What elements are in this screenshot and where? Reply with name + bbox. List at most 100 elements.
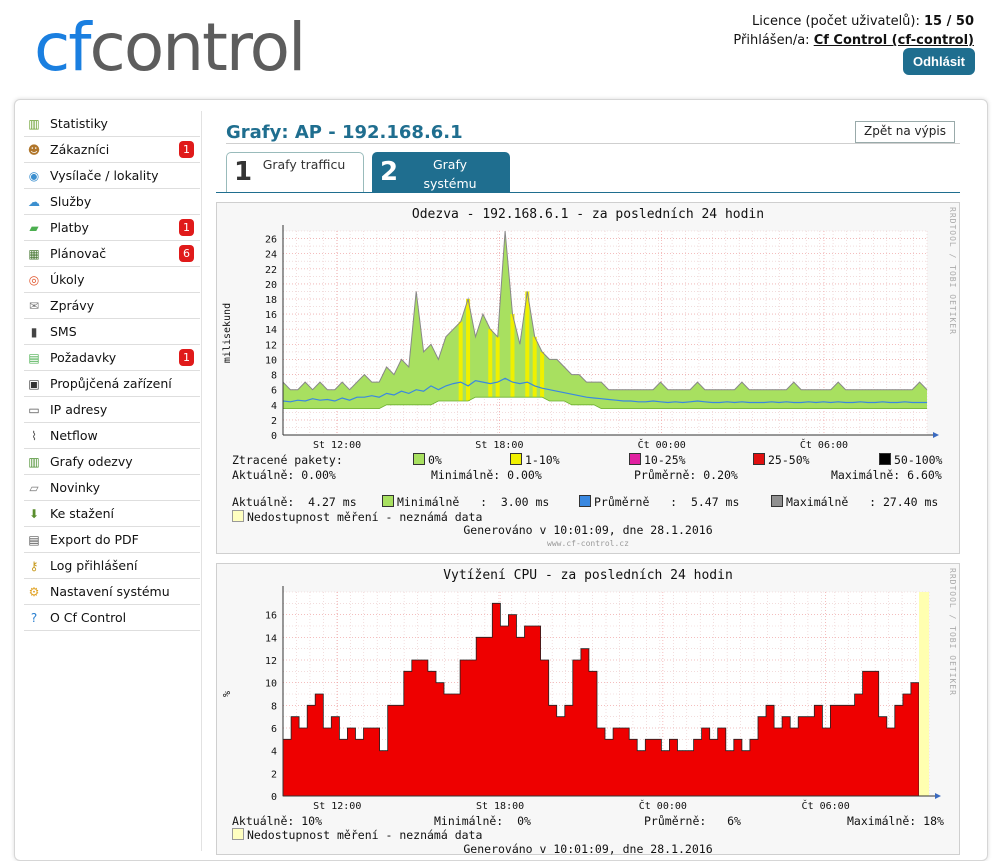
logged-user-link[interactable]: Cf Control (cf-control) <box>813 33 974 48</box>
loss-legend-4: 50-100% <box>879 453 942 467</box>
loss-avg: Průměrně: 0.20% <box>634 468 738 482</box>
packet-loss-mark <box>458 321 463 401</box>
sidebar-item-log-přihlášení[interactable]: ⚷ Log přihlášení <box>24 553 200 579</box>
tab-system-graphs[interactable]: 2 Grafy systému <box>372 152 510 193</box>
packet-loss-mark <box>540 351 545 398</box>
cpu-unknown-legend: Nedostupnost měření - neznámá data <box>232 828 482 842</box>
sidebar-item-label: Požadavky <box>50 350 117 365</box>
latency-max: Maximálně : 27.40 ms <box>771 495 938 509</box>
sidebar-item-o-cf-control[interactable]: ? O Cf Control <box>24 605 200 631</box>
tab-traffic-graphs[interactable]: 1 Grafy trafficu <box>226 152 364 193</box>
latency-graph: Odezva - 192.168.6.1 - za posledních 24 … <box>216 202 960 554</box>
sidebar-item-plánovač[interactable]: ▦ Plánovač 6 <box>24 241 200 267</box>
sidebar-item-požadavky[interactable]: ▤ Požadavky 1 <box>24 345 200 371</box>
y-axis-label: milisekund <box>222 303 233 363</box>
latency-current: Aktuálně: 4.27 ms <box>232 495 357 509</box>
antenna-icon: ◉ <box>28 168 40 183</box>
users-icon: ☻ <box>27 142 41 157</box>
tab-label: Grafy systému <box>423 157 477 191</box>
sidebar-item-služby[interactable]: ☁ Služby <box>24 189 200 215</box>
sidebar-item-label: Propůjčená zařízení <box>50 376 172 391</box>
loss-legend-0: 0% <box>413 453 442 467</box>
tab-number: 1 <box>234 157 253 187</box>
notification-badge: 6 <box>179 245 194 262</box>
sidebar-item-propůjčená-zařízení[interactable]: ▣ Propůjčená zařízení <box>24 371 200 397</box>
sidebar-item-úkoly[interactable]: ◎ Úkoly <box>24 267 200 293</box>
sidebar-item-label: Úkoly <box>50 272 85 287</box>
sidebar-item-ip-adresy[interactable]: ▭ IP adresy <box>24 397 200 423</box>
watermark: www.cf-control.cz <box>547 539 629 548</box>
ip-card-icon: ▭ <box>28 402 40 417</box>
x-tick-label: Čt 00:00 <box>639 799 687 812</box>
notification-badge: 1 <box>179 349 194 366</box>
sidebar-item-label: Netflow <box>50 428 98 443</box>
cpu-graph-title: Vytížení CPU - za posledních 24 hodin <box>443 568 733 583</box>
key-icon: ⚷ <box>29 558 39 573</box>
x-axis-arrow <box>933 432 939 438</box>
cloud-icon: ☁ <box>28 194 40 209</box>
sidebar-item-label: SMS <box>50 324 77 339</box>
loss-legend-3: 25-50% <box>753 453 810 467</box>
y-tick-label: 12 <box>265 340 277 351</box>
sidebar-item-label: Platby <box>50 220 89 235</box>
back-to-list-button[interactable]: Zpět na výpis <box>855 121 955 143</box>
latency-graph-title: Odezva - 192.168.6.1 - za posledních 24 … <box>411 207 765 222</box>
generated-timestamp: Generováno v 10:01:09, dne 28.1.2016 <box>463 523 713 537</box>
y-tick-label: 8 <box>271 701 277 712</box>
cpu-min: Minimálně: 0% <box>434 814 531 828</box>
sidebar-item-label: Grafy odezvy <box>50 454 133 469</box>
bar-chart-icon: ▥ <box>28 116 40 131</box>
packet-loss-mark <box>532 336 537 398</box>
legend-swatch <box>413 453 425 465</box>
packet-loss-mark <box>466 299 471 401</box>
sidebar-item-statistiky[interactable]: ▥ Statistiky <box>24 111 200 137</box>
x-tick-label: St 18:00 <box>476 801 524 812</box>
y-tick-label: 26 <box>265 235 277 246</box>
pdf-icon: ▤ <box>28 532 40 547</box>
envelope-icon: ✉ <box>28 298 40 313</box>
sidebar-item-zprávy[interactable]: ✉ Zprávy <box>24 293 200 319</box>
y-axis-label: % <box>222 691 233 697</box>
y-tick-label: 10 <box>265 355 277 366</box>
packet-loss-mark <box>488 329 493 398</box>
sidebar-item-export-do-pdf[interactable]: ▤ Export do PDF <box>24 527 200 553</box>
logo-cf-text: cf <box>34 9 92 86</box>
x-tick-label: St 18:00 <box>475 440 523 451</box>
sidebar-item-nastavení-systému[interactable]: ⚙ Nastavení systému <box>24 579 200 605</box>
y-tick-label: 6 <box>271 386 277 397</box>
y-tick-label: 16 <box>265 310 277 321</box>
y-tick-label: 0 <box>271 792 277 803</box>
y-tick-label: 2 <box>271 416 277 427</box>
packet-loss-mark <box>510 314 515 398</box>
latency-avg-line <box>282 377 927 404</box>
latency-max-line <box>282 230 928 391</box>
title-divider <box>226 143 960 144</box>
license-value: 15 / 50 <box>924 14 974 29</box>
sidebar-item-label: Zákazníci <box>50 142 110 157</box>
unknown-data-legend: Nedostupnost měření - neznámá data <box>232 510 482 524</box>
sidebar-item-label: Nastavení systému <box>50 584 170 599</box>
packet-loss-label: Ztracené pakety: <box>232 453 343 467</box>
tab-label: Grafy trafficu <box>262 157 346 172</box>
sidebar-item-label: Zprávy <box>50 298 95 313</box>
sidebar-item-ke-stažení[interactable]: ⬇ Ke stažení <box>24 501 200 527</box>
cf-control-logo[interactable]: cfcontrol <box>34 8 306 88</box>
y-tick-label: 14 <box>265 633 277 644</box>
tab-number: 2 <box>380 157 399 187</box>
unknown-data-area <box>919 592 929 796</box>
page-title: Grafy: AP - 192.168.6.1 <box>226 122 463 143</box>
sidebar-item-novinky[interactable]: ▱ Novinky <box>24 475 200 501</box>
sidebar-item-grafy-odezvy[interactable]: ▥ Grafy odezvy <box>24 449 200 475</box>
sidebar-item-sms[interactable]: ▮ SMS <box>24 319 200 345</box>
sidebar-item-netflow[interactable]: ⌇ Netflow <box>24 423 200 449</box>
y-tick-label: 10 <box>265 679 277 690</box>
sidebar-item-platby[interactable]: ▰ Platby 1 <box>24 215 200 241</box>
logout-button[interactable]: Odhlásit <box>902 48 975 75</box>
sidebar-item-zákazníci[interactable]: ☻ Zákazníci 1 <box>24 137 200 163</box>
money-icon: ▰ <box>29 220 39 235</box>
x-tick-label: Čt 06:00 <box>802 799 850 812</box>
generated-timestamp: Generováno v 10:01:09, dne 28.1.2016 <box>463 842 713 856</box>
y-tick-label: 4 <box>271 401 277 412</box>
sidebar-item-vysílače-lokality[interactable]: ◉ Vysílače / lokality <box>24 163 200 189</box>
loss-max: Maximálně: 6.60% <box>831 468 942 482</box>
